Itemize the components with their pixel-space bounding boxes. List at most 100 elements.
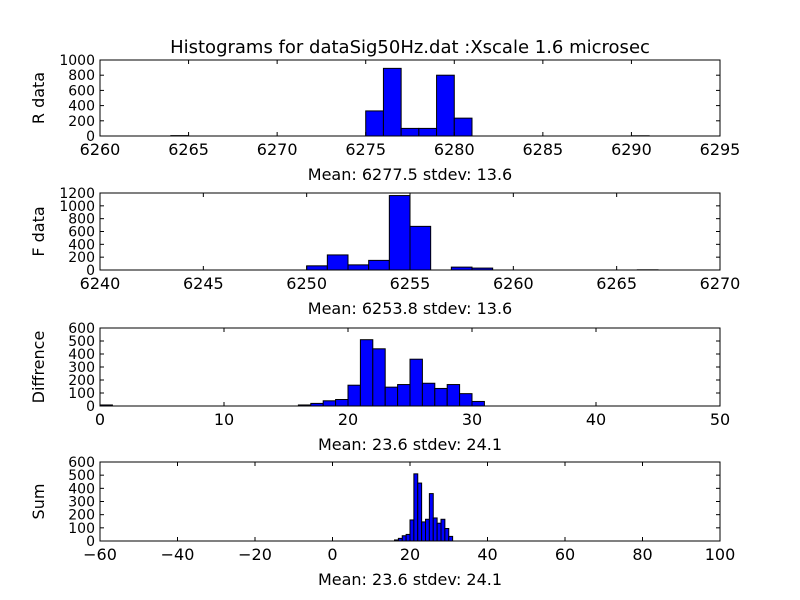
y-tick-label: 0 [86,129,95,145]
y-tick-label: 400 [68,481,95,497]
x-tick-label: 6260 [493,274,534,293]
histogram-bar [418,127,438,137]
histogram-bar [326,254,349,271]
y-tick-label: 100 [68,521,95,537]
x-tick-label: −60 [83,545,117,564]
histogram-bar [306,265,328,271]
y-axis-label: Diffrence [29,331,48,404]
x-axis-label: Mean: 23.6 stdev: 24.1 [318,570,502,589]
x-axis-label: Mean: 23.6 stdev: 24.1 [318,435,502,454]
y-tick-label: 600 [68,83,95,99]
y-tick-label: 500 [68,334,95,350]
y-tick-label: 500 [68,468,95,484]
x-tick-label: −40 [161,545,195,564]
x-tick-label: 100 [705,545,736,564]
x-tick-label: 40 [477,545,497,564]
x-tick-label: 30 [462,410,482,429]
histogram-bar [347,264,370,271]
histogram-bar [397,384,411,407]
y-axis-label: R data [29,72,48,124]
histogram-bar [413,473,419,542]
histogram-bar [372,348,386,407]
y-tick-label: 400 [68,99,95,115]
histogram-bar [444,527,450,542]
histogram-bar [453,117,473,137]
x-tick-label: 10 [214,410,234,429]
histogram-bar [421,382,436,407]
histogram-bar [421,521,426,542]
y-tick-label: 200 [68,373,95,389]
y-tick-label: 1200 [59,186,95,202]
y-tick-label: 600 [68,455,95,471]
y-axis-label: Sum [29,484,48,520]
histogram-bar [368,259,390,271]
x-tick-label: 6285 [522,140,563,159]
x-tick-label: 40 [586,410,606,429]
x-tick-label: 6275 [345,140,386,159]
x-tick-label: 6260 [80,140,121,159]
histogram-bar [436,522,442,542]
histogram-bar [409,358,423,407]
histogram-bar [448,535,454,542]
histogram-bar [432,517,438,542]
x-tick-label: 6240 [80,274,121,293]
histogram-bar [405,533,411,542]
axes-frame [99,59,721,137]
y-tick-label: 600 [68,321,95,337]
histogram-bar [347,384,361,407]
x-tick-label: 6265 [596,274,637,293]
y-tick-label: 200 [68,508,95,524]
histogram-bar [409,225,432,271]
x-tick-label: 6270 [257,140,298,159]
x-tick-label: 6290 [611,140,652,159]
histogram-bar [388,195,411,271]
panel-sum: −60 −40 −20 0 20 40 60 80 1000100200300400500600… [29,455,735,589]
x-tick-label: 20 [338,410,358,429]
y-tick-label: 400 [68,347,95,363]
y-tick-label: 300 [68,495,95,511]
histogram-bar [335,399,349,407]
y-tick-label: 800 [68,68,95,84]
y-tick-label: 200 [68,250,95,266]
x-tick-label: 0 [327,545,337,564]
x-tick-label: 6265 [168,140,209,159]
figure-title: Histograms for dataSig50Hz.dat :Xscale 1… [170,37,650,58]
histogram-bar [322,400,337,407]
x-tick-label: 0 [95,410,105,429]
x-tick-label: 6245 [183,274,224,293]
histogram-bar [434,387,448,407]
x-tick-label: 6295 [700,140,741,159]
x-tick-label: 20 [400,545,420,564]
y-tick-label: 800 [68,212,95,228]
histogram-bar [428,493,434,542]
x-tick-label: 50 [710,410,730,429]
x-tick-label: 80 [632,545,652,564]
histogram-bar [400,127,420,137]
histogram-bar [417,482,423,542]
y-tick-label: 1000 [59,53,95,69]
panel-r-data: 6260 6265 6270 6275 6280 6285 6290 6295 02004006… [29,53,740,184]
histogram-bar [459,393,473,407]
y-tick-label: 100 [68,386,95,402]
panel-f-data: 6240 6245 6250 6255 6260 6265 6270 020040060080… [29,186,740,318]
histogram-bar [382,67,402,137]
x-tick-label: 6255 [390,274,431,293]
histogram-bar [401,535,407,542]
histogram-bar [384,386,399,407]
y-tick-label: 600 [68,225,95,241]
x-tick-label: 6280 [434,140,475,159]
histogram-bar [425,518,430,542]
y-tick-label: 400 [68,237,95,253]
y-tick-label: 0 [86,534,95,550]
x-axis-label: Mean: 6253.8 stdev: 13.6 [308,299,512,318]
histogram-bar [409,519,415,542]
y-tick-label: 1000 [59,199,95,215]
x-tick-label: 6270 [700,274,741,293]
y-tick-label: 0 [86,399,95,415]
histogram-bar [365,110,384,137]
y-axis-label: F data [29,206,48,256]
histogram-bar [436,74,455,137]
x-tick-label: −20 [238,545,272,564]
